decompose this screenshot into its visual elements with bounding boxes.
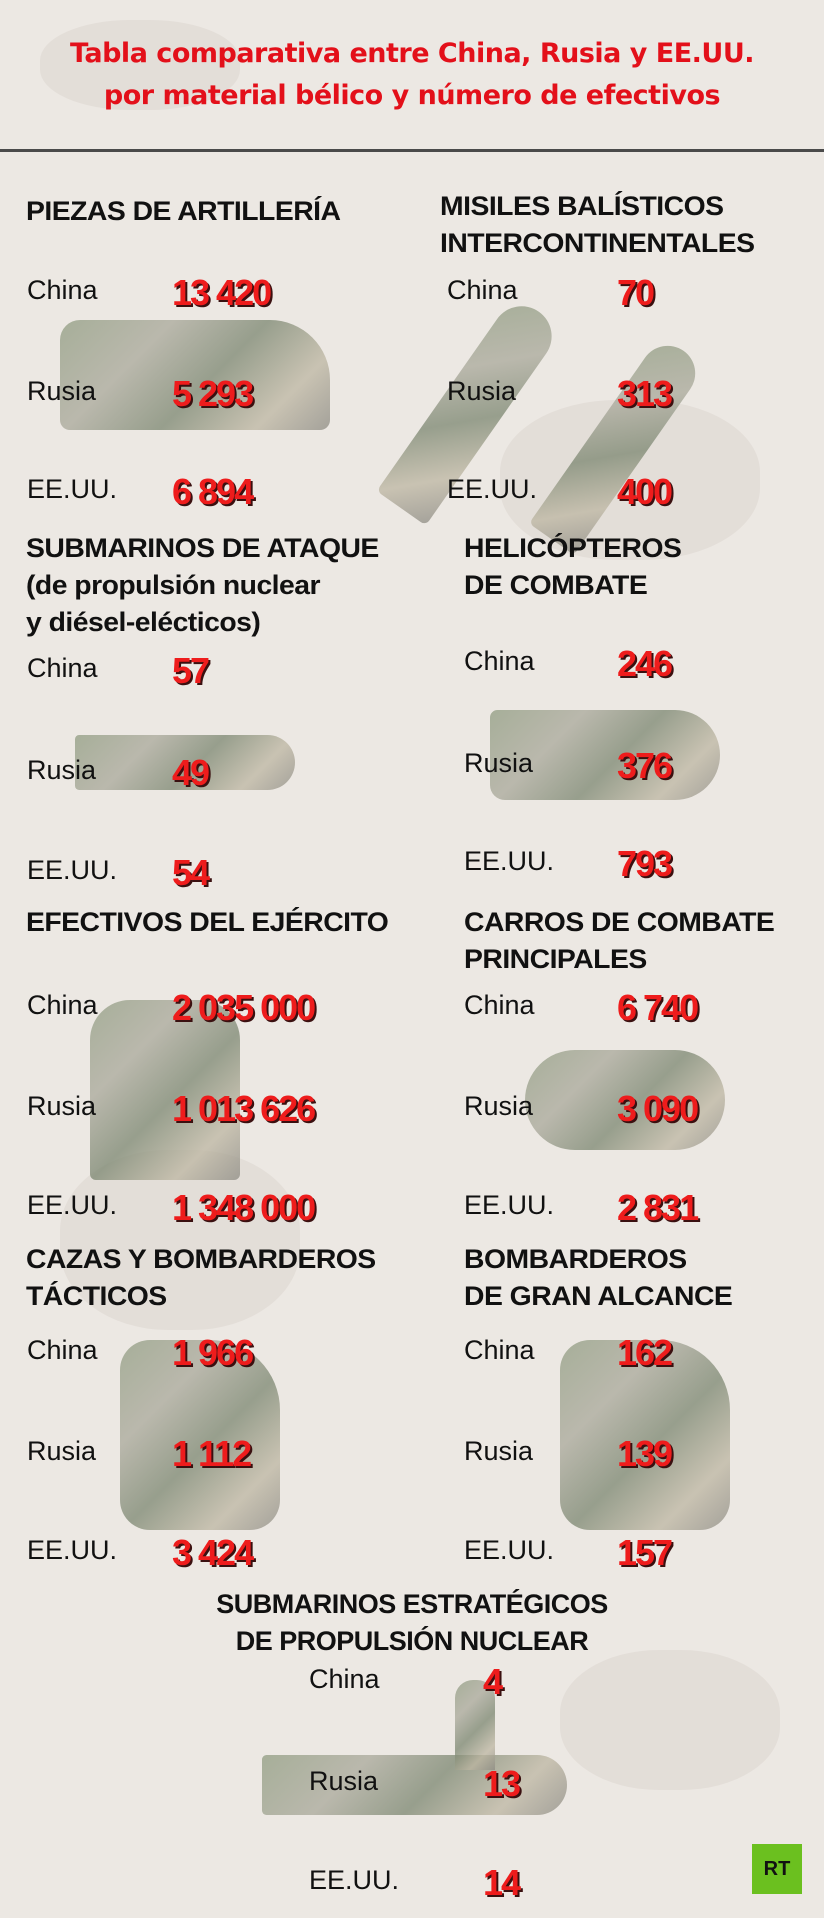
background-camo — [40, 20, 240, 110]
section-heading: SUBMARINOS DE ATAQUE (de propulsión nucl… — [26, 533, 379, 637]
country-label: Rusia — [464, 748, 534, 778]
count-value: 13 — [483, 1763, 521, 1804]
country-label: EE.UU. — [464, 846, 555, 876]
helicopter-icon — [490, 710, 720, 800]
count-value: 49 — [172, 752, 210, 793]
count-value: 6 740 — [617, 987, 699, 1028]
count-value: 1 013 626 — [172, 1088, 316, 1129]
section-heading: HELICÓPTEROS DE COMBATE — [464, 533, 682, 600]
strategic-submarine-icon — [262, 1755, 567, 1815]
page-title-line2: por material bélico y número de efectivo… — [103, 80, 721, 111]
count-value: 13 420 — [172, 272, 272, 313]
submarine-tower — [455, 1680, 495, 1770]
section-heading: MISILES BALÍSTICOS INTERCONTINENTALES — [440, 191, 755, 258]
count-value: 54 — [172, 852, 210, 893]
country-label: China — [27, 1335, 98, 1365]
country-label: Rusia — [27, 376, 97, 406]
country-label: Rusia — [464, 1436, 534, 1466]
country-label: Rusia — [27, 1436, 97, 1466]
count-value: 6 894 — [172, 471, 254, 512]
country-label: EE.UU. — [464, 1535, 555, 1565]
country-label: China — [464, 990, 535, 1020]
count-value: 70 — [617, 272, 655, 313]
count-value: 57 — [172, 650, 210, 691]
divider — [0, 149, 824, 152]
country-label: EE.UU. — [464, 1190, 555, 1220]
count-value: 400 — [617, 471, 673, 512]
count-value: 162 — [617, 1332, 673, 1373]
page-title-line1: Tabla comparativa entre China, Rusia y E… — [69, 38, 755, 69]
country-label: China — [27, 275, 98, 305]
count-value: 2 831 — [617, 1187, 699, 1228]
count-value: 14 — [483, 1862, 521, 1903]
count-value: 1 348 000 — [172, 1187, 316, 1228]
section-heading: CAZAS Y BOMBARDEROS TÁCTICOS — [26, 1244, 376, 1311]
background-camo — [60, 1150, 300, 1330]
section-heading: BOMBARDEROS DE GRAN ALCANCE — [464, 1244, 733, 1311]
country-label: Rusia — [27, 755, 97, 785]
section-heading: CARROS DE COMBATE PRINCIPALES — [464, 907, 775, 974]
section-heading: PIEZAS DE ARTILLERÍA — [26, 196, 341, 226]
artillery-truck-icon — [60, 320, 330, 430]
country-label: EE.UU. — [309, 1865, 400, 1895]
count-value: 376 — [617, 745, 673, 786]
count-value: 313 — [617, 373, 673, 414]
count-value: 157 — [617, 1532, 673, 1573]
country-label: EE.UU. — [27, 1190, 118, 1220]
submarine-icon — [75, 735, 295, 790]
section-heading: EFECTIVOS DEL EJÉRCITO — [26, 907, 389, 937]
count-value: 3 090 — [617, 1088, 699, 1129]
soldiers-icon — [90, 1000, 240, 1180]
section-heading: SUBMARINOS ESTRATÉGICOS DE PROPULSIÓN NU… — [216, 1589, 608, 1656]
country-label: China — [27, 653, 98, 683]
country-label: China — [464, 646, 535, 676]
count-value: 139 — [617, 1433, 673, 1474]
country-label: EE.UU. — [447, 474, 538, 504]
country-label: China — [27, 990, 98, 1020]
country-label: Rusia — [309, 1766, 379, 1796]
count-value: 4 — [483, 1661, 503, 1702]
count-value: 1 966 — [172, 1332, 254, 1373]
country-label: Rusia — [27, 1091, 97, 1121]
count-value: 1 112 — [172, 1433, 252, 1474]
country-label: EE.UU. — [27, 855, 118, 885]
count-value: 5 293 — [172, 373, 254, 414]
country-label: Rusia — [464, 1091, 534, 1121]
country-label: China — [447, 275, 518, 305]
fighter-jet-icon — [120, 1340, 280, 1530]
count-value: 2 035 000 — [172, 987, 316, 1028]
count-value: 3 424 — [172, 1532, 254, 1573]
count-value: 246 — [617, 643, 673, 684]
rt-logo: RT — [752, 1844, 802, 1894]
tank-icon — [525, 1050, 725, 1150]
country-label: EE.UU. — [27, 1535, 118, 1565]
bomber-icon — [560, 1340, 730, 1530]
country-label: EE.UU. — [27, 474, 118, 504]
country-label: China — [309, 1664, 380, 1694]
background-camo — [560, 1650, 780, 1790]
country-label: China — [464, 1335, 535, 1365]
country-label: Rusia — [447, 376, 517, 406]
count-value: 793 — [617, 843, 673, 884]
